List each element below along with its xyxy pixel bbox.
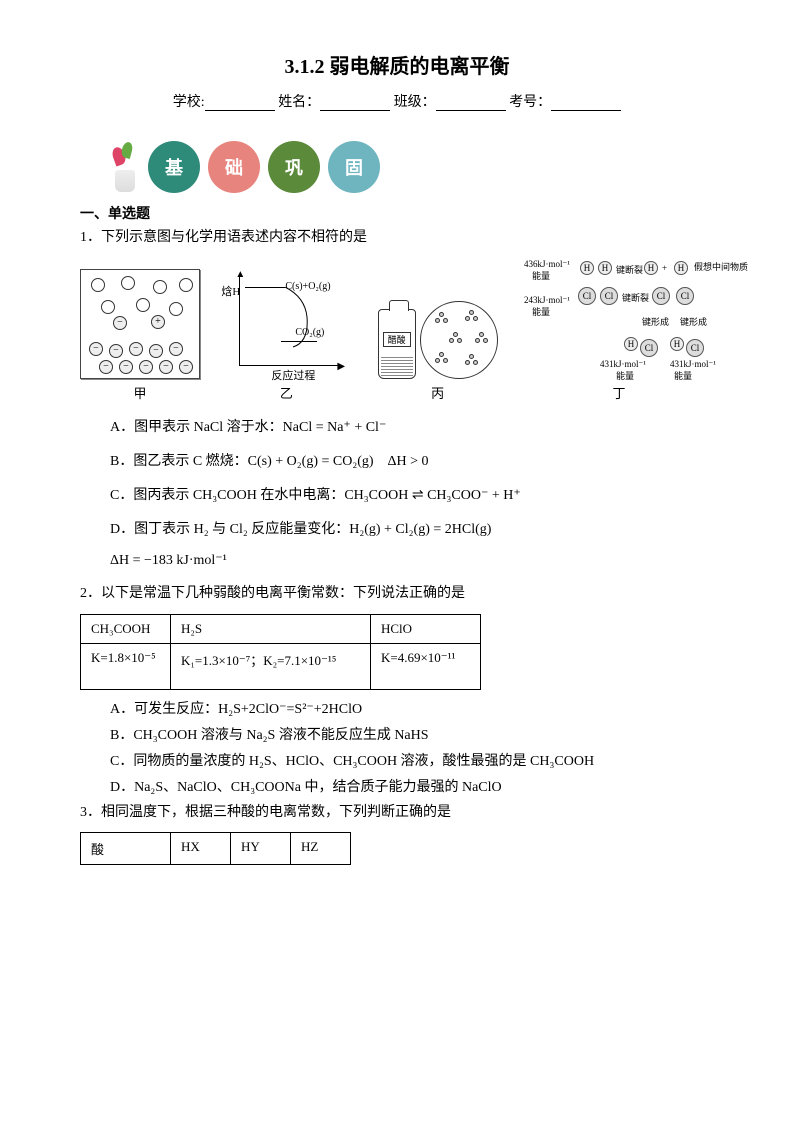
q1-opt-d2: ΔH = −183 kJ·mol⁻¹ xyxy=(110,552,714,569)
fig-c-canvas: 醋酸 xyxy=(373,269,503,379)
plant-icon xyxy=(110,142,140,192)
fig-b-ylabel: 焓H xyxy=(221,283,240,299)
badge-2: 巩 xyxy=(268,141,320,193)
label-name: 姓名： xyxy=(278,95,320,110)
q3-th2: HY xyxy=(231,833,291,865)
q2-opt-d: D．Na₂S、NaClO、CH₃COONa 中，结合质子能力最强的 NaClO xyxy=(110,776,714,796)
blank-class[interactable] xyxy=(436,95,506,111)
fig-a: −+ −−−−− −−−−− 甲 xyxy=(80,269,200,402)
fig-b-canvas: ▲ ▶ 焓H C(s)+O₂(g) CO₂(g) 反应过程 xyxy=(221,269,351,379)
q3-th3: HZ xyxy=(291,833,351,865)
q2-opt-b: B．CH₃COOH 溶液与 Na₂S 溶液不能反应生成 NaHS xyxy=(110,724,714,744)
fig-b-xlabel: 反应过程 xyxy=(271,367,315,383)
page-title: 3.1.2 弱电解质的电离平衡 xyxy=(80,50,714,79)
fig-c-label: 丙 xyxy=(373,383,503,402)
badge-3: 固 xyxy=(328,141,380,193)
fig-d-b4: 键形成 xyxy=(680,315,707,328)
fig-d-b3: 键形成 xyxy=(642,315,669,328)
fig-d-l2: 能量 xyxy=(532,305,550,318)
q1-opt-c: C．图丙表示 CH₃COOH 在水中电离：CH₃COOH ⇌ CH₃COO⁻ +… xyxy=(110,484,714,504)
blank-name[interactable] xyxy=(320,95,390,111)
q2-c3: K=4.69×10⁻¹¹ xyxy=(371,643,481,689)
fig-d-l1: 能量 xyxy=(532,269,550,282)
fig-d-mid: 假想中间物质 xyxy=(694,263,748,273)
fig-d-b1: 键断裂 xyxy=(616,263,643,276)
bottle-label: 醋酸 xyxy=(383,332,411,347)
fig-d-l4: 能量 xyxy=(674,369,692,382)
label-class: 班级： xyxy=(394,95,436,110)
badge-row: 基 础 巩 固 xyxy=(110,141,714,193)
q2-c2: K₁=1.3×10⁻⁷；K₂=7.1×10⁻¹⁵ xyxy=(171,643,371,689)
q2-table: CH₃COOH H₂S HClO K=1.8×10⁻⁵ K₁=1.3×10⁻⁷；… xyxy=(80,614,481,690)
blank-school[interactable] xyxy=(205,95,275,111)
fig-b-bottom: CO₂(g) xyxy=(295,327,324,338)
q2-c1: K=1.8×10⁻⁵ xyxy=(81,643,171,689)
q1-stem: 1．下列示意图与化学用语表述内容不相符的是 xyxy=(80,227,714,249)
section-1-heading: 一、单选题 xyxy=(80,203,714,223)
fig-d-canvas: 436kJ·mol⁻¹ 能量 HH 键断裂 H+H ClCl 键断裂 ClCl … xyxy=(524,259,714,379)
q1-opt-d: D．图丁表示 H₂ 与 Cl₂ 反应能量变化：H₂(g) + Cl₂(g) = … xyxy=(110,518,714,538)
badge-0: 基 xyxy=(148,141,200,193)
q2-th1: CH₃COOH xyxy=(81,614,171,643)
fig-a-label: 甲 xyxy=(80,383,200,402)
q2-stem: 2．以下是常温下几种弱酸的电离平衡常数：下列说法正确的是 xyxy=(80,583,714,605)
q2-th3: HClO xyxy=(371,614,481,643)
fig-c: 醋酸 丙 xyxy=(373,269,503,402)
q2-opt-a: A．可发生反应：H₂S+2ClO⁻=S²⁻+2HClO xyxy=(110,698,714,718)
bottle-icon: 醋酸 xyxy=(378,309,416,379)
q3-th0: 酸 xyxy=(81,833,171,865)
lens-icon xyxy=(420,301,498,379)
fig-d: 436kJ·mol⁻¹ 能量 HH 键断裂 H+H ClCl 键断裂 ClCl … xyxy=(524,259,714,402)
q3-table: 酸 HX HY HZ xyxy=(80,832,351,865)
fig-d-b2: 键断裂 xyxy=(622,291,649,304)
header-fields: 学校: 姓名： 班级： 考号： xyxy=(80,91,714,111)
fig-d-l3: 能量 xyxy=(616,369,634,382)
fig-a-canvas: −+ −−−−− −−−−− xyxy=(80,269,200,379)
q1-opt-a: A．图甲表示 NaCl 溶于水：NaCl = Na⁺ + Cl⁻ xyxy=(110,416,714,436)
q2-th2: H₂S xyxy=(171,614,371,643)
q3-stem: 3．相同温度下，根据三种酸的电离常数，下列判断正确的是 xyxy=(80,802,714,824)
label-school: 学校: xyxy=(173,95,205,110)
fig-d-label: 丁 xyxy=(524,383,714,402)
blank-exam[interactable] xyxy=(551,95,621,111)
fig-b-label: 乙 xyxy=(221,383,351,402)
label-exam: 考号： xyxy=(509,95,551,110)
fig-b: ▲ ▶ 焓H C(s)+O₂(g) CO₂(g) 反应过程 乙 xyxy=(221,269,351,402)
q3-th1: HX xyxy=(171,833,231,865)
q1-opt-b: B．图乙表示 C 燃烧：C(s) + O₂(g) = CO₂(g) ΔH > 0 xyxy=(110,450,714,470)
badge-1: 础 xyxy=(208,141,260,193)
q2-opt-c: C．同物质的量浓度的 H₂S、HClO、CH₃COOH 溶液，酸性最强的是 CH… xyxy=(110,750,714,770)
q1-figures: −+ −−−−− −−−−− 甲 ▲ ▶ 焓H C(s)+O₂(g) CO₂(g… xyxy=(80,259,714,402)
